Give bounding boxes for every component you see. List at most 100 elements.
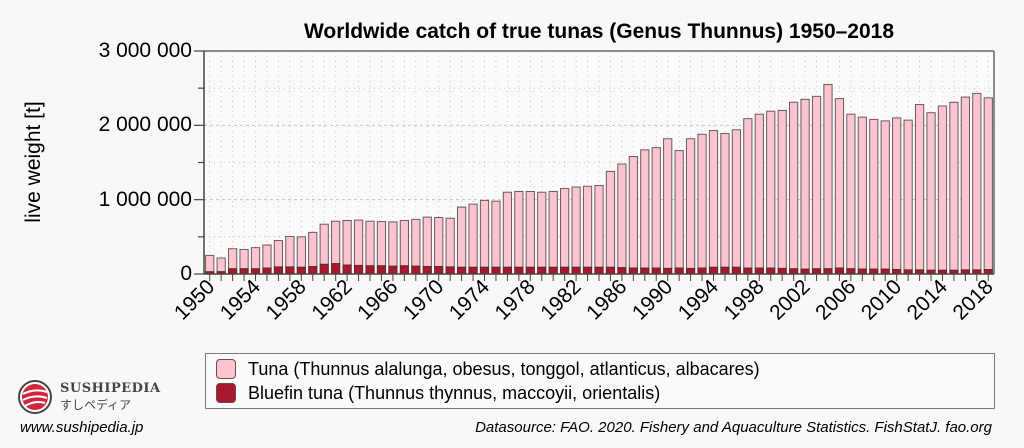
bar-bluefin bbox=[651, 267, 661, 275]
bar-tuna bbox=[491, 200, 501, 268]
x-tick-label: 2010 bbox=[857, 275, 906, 324]
bar-tuna bbox=[319, 223, 329, 265]
bar-bluefin bbox=[766, 267, 776, 275]
bar-tuna bbox=[949, 101, 959, 271]
bar-bluefin bbox=[411, 265, 421, 275]
bar-bluefin bbox=[811, 268, 822, 275]
bar-tuna bbox=[789, 101, 799, 270]
sushipedia-logo: SUSHIPEDIA すしペディア bbox=[18, 380, 161, 414]
bar-tuna bbox=[228, 248, 238, 270]
legend-item-bluefin: Bluefin tuna (Thunnus thynnus, maccoyii,… bbox=[216, 382, 660, 404]
bar-bluefin bbox=[228, 268, 238, 275]
x-tick-label: 1978 bbox=[491, 275, 540, 324]
bar-tuna bbox=[869, 118, 879, 270]
bar-tuna bbox=[388, 221, 398, 267]
bar-tuna bbox=[674, 150, 684, 269]
bar-tuna bbox=[960, 96, 970, 271]
chart-title: Worldwide catch of true tunas (Genus Thu… bbox=[303, 20, 895, 43]
bar-tuna bbox=[685, 138, 696, 269]
bar-tuna bbox=[399, 219, 409, 267]
bar-bluefin bbox=[754, 267, 764, 275]
bar-bluefin bbox=[674, 267, 684, 275]
bar-tuna bbox=[811, 95, 822, 270]
y-tick-label: 3 000 000 bbox=[98, 39, 192, 62]
bar-bluefin bbox=[273, 266, 284, 275]
x-tick-label: 1986 bbox=[582, 275, 631, 324]
bar-tuna bbox=[239, 248, 249, 270]
bar-tuna bbox=[651, 147, 661, 269]
bar-bluefin bbox=[628, 267, 638, 275]
bar-tuna bbox=[296, 236, 306, 268]
bar-bluefin bbox=[422, 266, 432, 275]
bar-tuna bbox=[365, 220, 375, 267]
brand-name: SUSHIPEDIA bbox=[60, 381, 161, 396]
bar-bluefin bbox=[296, 266, 306, 275]
bar-tuna bbox=[720, 133, 730, 268]
bar-tuna bbox=[823, 83, 833, 270]
bar-bluefin bbox=[250, 268, 261, 275]
bar-tuna bbox=[479, 199, 490, 268]
x-tick-label: 2014 bbox=[903, 275, 953, 325]
x-tick-label: 2002 bbox=[765, 275, 814, 324]
bar-tuna bbox=[846, 113, 856, 270]
bar-tuna bbox=[766, 110, 776, 269]
bar-bluefin bbox=[399, 265, 409, 275]
bar-tuna bbox=[983, 97, 993, 271]
bar-bluefin bbox=[605, 266, 616, 275]
x-tick-label: 1994 bbox=[674, 275, 724, 325]
bar-bluefin bbox=[731, 266, 742, 275]
x-tick-label: 1970 bbox=[399, 275, 448, 324]
bar-tuna bbox=[571, 186, 581, 268]
bar-tuna bbox=[331, 220, 341, 265]
bar-tuna bbox=[605, 170, 616, 268]
bar-tuna bbox=[697, 133, 707, 269]
bar-tuna bbox=[537, 191, 547, 268]
bar-bluefin bbox=[388, 265, 398, 275]
legend-swatch-tuna bbox=[216, 359, 236, 379]
bar-tuna bbox=[594, 185, 604, 268]
bar-tuna bbox=[892, 117, 902, 271]
bar-tuna bbox=[422, 216, 432, 268]
bar-bluefin bbox=[445, 266, 455, 275]
bar-tuna bbox=[548, 190, 558, 268]
bar-tuna bbox=[376, 221, 387, 267]
bar-tuna bbox=[273, 240, 284, 268]
bar-tuna bbox=[972, 92, 982, 271]
x-tick-label: 1962 bbox=[307, 275, 356, 324]
bar-bluefin bbox=[262, 267, 272, 275]
bar-bluefin bbox=[571, 266, 581, 275]
bar-tuna bbox=[628, 156, 638, 269]
bar-tuna bbox=[914, 104, 925, 271]
legend: Tuna (Thunnus alalunga, obesus, tonggol,… bbox=[205, 353, 995, 409]
bar-bluefin bbox=[331, 263, 341, 275]
bar-tuna bbox=[262, 244, 272, 269]
bar-bluefin bbox=[434, 266, 444, 275]
bar-tuna bbox=[582, 185, 593, 268]
bar-bluefin bbox=[834, 267, 845, 275]
bar-bluefin bbox=[308, 266, 318, 275]
bar-tuna bbox=[708, 130, 719, 268]
bar-tuna bbox=[731, 129, 742, 268]
bar-tuna bbox=[353, 219, 364, 266]
bar-tuna bbox=[250, 247, 261, 270]
bar-bluefin bbox=[582, 266, 593, 275]
bar-bluefin bbox=[743, 267, 753, 275]
bar-bluefin bbox=[514, 266, 524, 275]
bar-tuna bbox=[880, 120, 890, 270]
bar-tuna bbox=[777, 109, 787, 269]
data-source: Datasource: FAO. 2020. Fishery and Aquac… bbox=[475, 419, 992, 436]
bar-bluefin bbox=[720, 266, 730, 275]
bar-tuna bbox=[456, 206, 467, 268]
x-tick-label: 1990 bbox=[628, 275, 677, 324]
x-tick-label: 1954 bbox=[216, 275, 266, 325]
bar-tuna bbox=[525, 190, 535, 268]
legend-label: Tuna (Thunnus alalunga, obesus, tonggol,… bbox=[248, 358, 760, 379]
bar-bluefin bbox=[525, 266, 535, 275]
y-tick-label: 0 bbox=[180, 262, 192, 285]
x-tick-label: 2018 bbox=[949, 275, 998, 324]
y-tick-label: 2 000 000 bbox=[98, 113, 192, 136]
legend-swatch-bluefin bbox=[216, 383, 236, 403]
bar-tuna bbox=[468, 203, 478, 268]
bar-tuna bbox=[754, 113, 764, 269]
bar-bluefin bbox=[548, 266, 558, 275]
